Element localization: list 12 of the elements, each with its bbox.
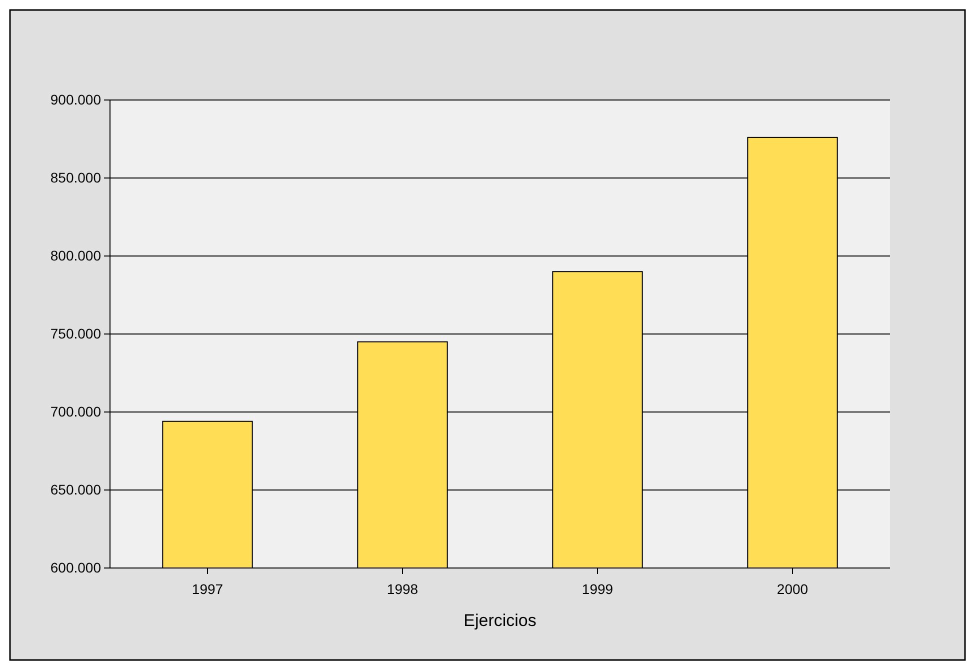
x-tick-label: 1997	[192, 580, 224, 597]
x-tick-label: 1999	[582, 580, 614, 597]
y-tick-label: 600.000	[50, 559, 102, 576]
y-tick-label: 650.000	[50, 481, 102, 498]
y-tick-label: 900.000	[50, 91, 102, 108]
x-axis-title: Ejercicios	[464, 611, 536, 630]
x-tick-label: 2000	[776, 580, 808, 597]
y-tick-label: 850.000	[50, 169, 102, 186]
x-tick-label: 1998	[386, 580, 418, 597]
y-tick-label: 750.000	[50, 325, 102, 342]
y-tick-label: 800.000	[50, 247, 102, 264]
y-tick-label: 700.000	[50, 403, 102, 420]
